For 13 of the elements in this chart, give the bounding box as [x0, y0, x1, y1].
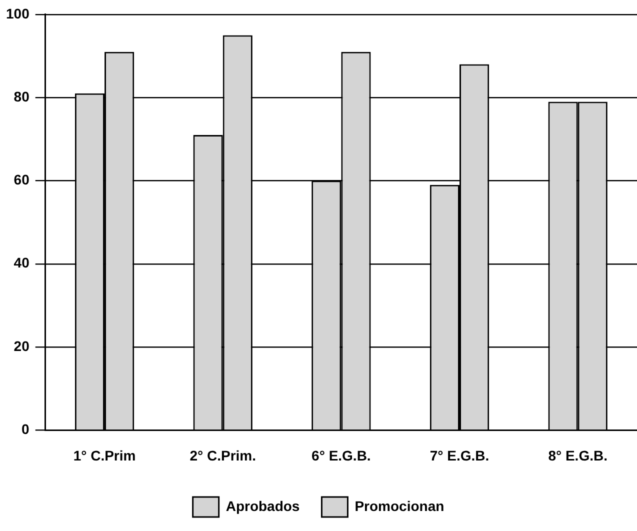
legend-label: Promocionan — [354, 498, 444, 514]
x-tick-label: 8° E.G.B. — [548, 447, 608, 464]
y-tick-label: 20 — [14, 338, 30, 354]
y-tick-label: 80 — [14, 88, 30, 104]
y-tick-label: 60 — [14, 172, 30, 188]
x-tick-label: 6° E.G.B. — [312, 447, 371, 464]
y-tick-label: 100 — [6, 5, 30, 22]
legend-label: Aprobados — [226, 498, 300, 514]
x-tick-label: 2° C.Prim. — [190, 447, 256, 464]
y-tick-label: 0 — [22, 421, 30, 438]
y-tick-label: 40 — [14, 254, 30, 271]
x-tick-label: 1° C.Prim — [73, 447, 136, 464]
x-tick-label: 7° E.G.B. — [430, 447, 490, 464]
